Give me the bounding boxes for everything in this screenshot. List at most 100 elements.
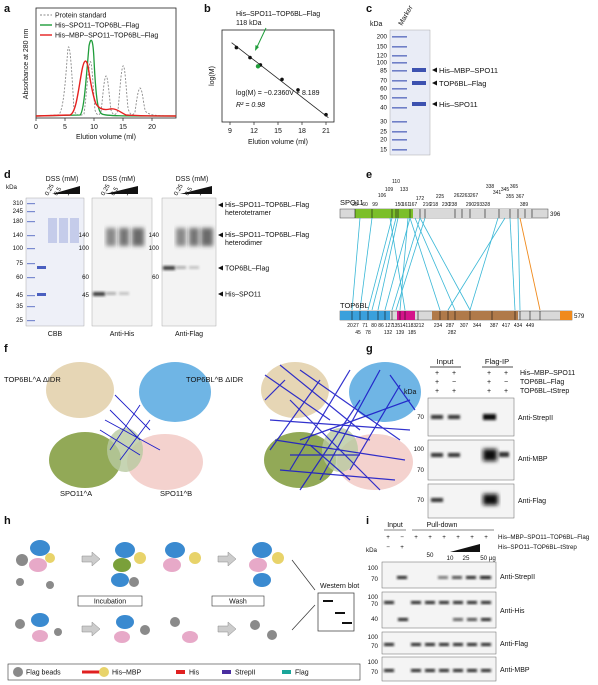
ladder-c-20: 20 [380,137,387,144]
panel-letter-c: c [366,3,372,15]
ladder-c-85: 85 [380,68,387,75]
h-legend-mbp: His–MBP [112,670,142,677]
ladder-d-310: 310 [13,200,24,207]
panel-e: e SPO11 396 28 60 99 106 109 110 133 150 [339,169,585,336]
h-wash-label: Wash [229,599,247,606]
top6bl-num-45: 45 [355,330,361,336]
i-r2-v1: 10 [447,555,454,562]
band-label-c-top6bl: TOP6BL–Flag [439,79,486,88]
g-band-strep-3 [483,414,496,420]
i-r2-v0: 50 [427,552,434,559]
top6bl-domain-magenta [397,311,415,320]
panel-letter-i: i [366,515,369,527]
legend-standard: Protein standard [55,13,106,20]
panel-letter-f: f [4,343,8,355]
g-band-strep-1 [431,415,443,419]
i-r2-v2: 25 [463,555,470,562]
h-legend-his-icon [176,670,185,674]
g-band-mbp-3 [483,449,497,461]
spo11-num-290: 290 [466,202,475,208]
crosslink-orange [519,217,541,311]
blot-label-cbb: CBB [48,331,63,338]
arrow-c-mbp [432,67,437,73]
top6bl-num-307: 307 [460,323,469,329]
i-r1-0: + [386,534,390,541]
tick-b-12: 12 [250,128,258,135]
h-arrow-2 [291,604,316,631]
spo11-num-133: 133 [400,187,409,193]
ladder-d-25: 25 [16,317,23,324]
g-band-flag-1 [431,498,443,502]
blot-label-anti-flag: Anti-Flag [175,331,203,338]
ladder-c-100: 100 [377,60,388,67]
dss-d1-05: 0.5 [53,186,64,197]
i-wedge [450,544,480,552]
spo11-num-293: 293 [474,202,483,208]
marker-d-his-45: 45 [82,292,89,299]
ladder-c-15: 15 [380,147,387,154]
wedge-d2 [105,186,138,194]
i-m-flag-100: 100 [368,634,379,641]
plot-frame-a [35,7,177,119]
g-band-strep-2 [448,415,460,419]
scatter-point-b-4 [296,88,300,92]
i-band-his-6 [467,601,477,604]
spo11-num-355: 355 [506,194,515,200]
tick-a-0: 0 [34,124,38,131]
annotation-arrowhead-b [255,45,259,51]
blot-anti-flag-d [161,197,217,327]
arrow-d-dimer [218,232,223,238]
spo11-num-230: 230 [442,202,451,208]
spo11-ticks [354,209,533,218]
g-marker-mbp-100: 100 [414,446,425,453]
curve-standard [35,46,177,117]
spo11-end-label: 396 [550,211,561,218]
g-blot-label-flag: Anti-Flag [518,498,546,505]
g-sign-1-3: − [504,379,508,386]
spo11-num-238: 238 [449,202,458,208]
ladder-c-50: 50 [380,95,387,102]
top6bl-num-86: 86 [378,323,384,329]
top6bl-domain-orange [560,311,572,320]
spo11-numbers: 28 60 99 106 109 110 133 150 161 167 172… [352,179,528,208]
cbb-bands [37,218,79,296]
h-arrow-1 [291,559,316,591]
spo11-num-216: 216 [423,202,432,208]
top6bl-num-183: 183 [408,323,417,329]
top6bl-domain-blue [340,311,390,320]
i-band-strep-3 [452,576,462,579]
spo11-domain-grey [413,209,533,218]
g-sign-2-1: + [452,388,456,395]
tick-a-5: 5 [63,124,67,131]
f-label-top6bl-a: TOP6BL^A ΔIDR [4,375,61,384]
i-blot-his [381,591,497,629]
arrow-c-top6bl [432,80,437,86]
dss-d2-05: 0.5 [110,186,121,197]
g-sign-1-0: + [435,379,439,386]
i-r1-6: + [470,534,474,541]
xlabel-a: Elution volume (ml) [76,134,136,141]
i-label-flag: Anti-Flag [500,641,528,648]
tick-b-15: 15 [274,128,282,135]
g-band-mbp-4 [499,452,509,457]
g-sign-2-0: + [435,388,439,395]
spo11-domain-green [355,209,413,218]
ladder-d-100: 100 [13,245,24,252]
spo11-label-e: SPO11 [340,198,364,207]
top6bl-num-449: 449 [526,323,535,329]
spo11-num-389: 389 [520,202,529,208]
gel-cbb [25,197,85,327]
i-label-mbp: Anti-MBP [500,667,530,674]
scatter-point-b-1 [248,55,252,60]
kda-d: kDa [6,184,18,191]
f-label-spo11-b: SPO11^B [160,489,192,498]
i-m-his-100: 100 [368,594,379,601]
xlabel-b: Elution volume (ml) [248,139,308,146]
spo11-num-367: 367 [516,194,525,200]
i-band-strep-1 [397,576,407,579]
spo11-num-267: 267 [470,193,479,199]
h-incubation-box [77,595,143,607]
spo11-num-167: 167 [409,202,418,208]
arrow-d-tetramer [218,202,223,208]
marker-label-c: Marker [398,4,415,27]
